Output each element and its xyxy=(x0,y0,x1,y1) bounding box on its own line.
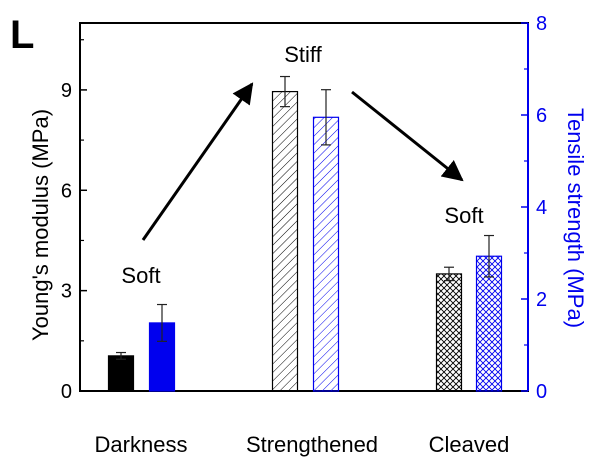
y-right-tick-label: 0 xyxy=(536,381,547,403)
y-left-tick-label: 3 xyxy=(61,281,72,303)
y-right-tick-label: 4 xyxy=(536,197,547,219)
bar-strengthened-tensile xyxy=(312,116,340,392)
category-label-darkness: Darkness xyxy=(95,432,188,457)
axes: 0 3 6 9 0 2 4 6 8 xyxy=(61,13,547,403)
category-label-cleaved: Cleaved xyxy=(429,432,510,457)
error-bars xyxy=(116,75,494,360)
bars xyxy=(107,90,503,392)
annotation-soft-darkness: Soft xyxy=(121,263,160,288)
bar-darkness-modulus xyxy=(107,355,135,392)
y-right-tick-label: 6 xyxy=(536,105,547,127)
category-label-strengthened: Strengthened xyxy=(246,432,378,457)
y-left-tick-label: 6 xyxy=(61,180,72,202)
y-left-label: Young's modulus (MPa) xyxy=(28,109,53,341)
panel-label: L xyxy=(10,13,34,57)
y-right-tick-label: 2 xyxy=(536,289,547,311)
y-right-tick-label: 8 xyxy=(536,13,547,35)
y-right-label: Tensile strength (MPa) xyxy=(563,108,588,328)
annotation-soft-cleaved: Soft xyxy=(444,203,483,228)
annotation-stiff: Stiff xyxy=(284,42,322,67)
y-left-tick-label: 0 xyxy=(61,381,72,403)
bar-cleaved-modulus xyxy=(435,273,463,392)
bar-strengthened-modulus xyxy=(271,90,299,392)
y-left-tick-label: 9 xyxy=(61,80,72,102)
arrow-up xyxy=(141,82,254,241)
arrow-down xyxy=(351,90,464,182)
